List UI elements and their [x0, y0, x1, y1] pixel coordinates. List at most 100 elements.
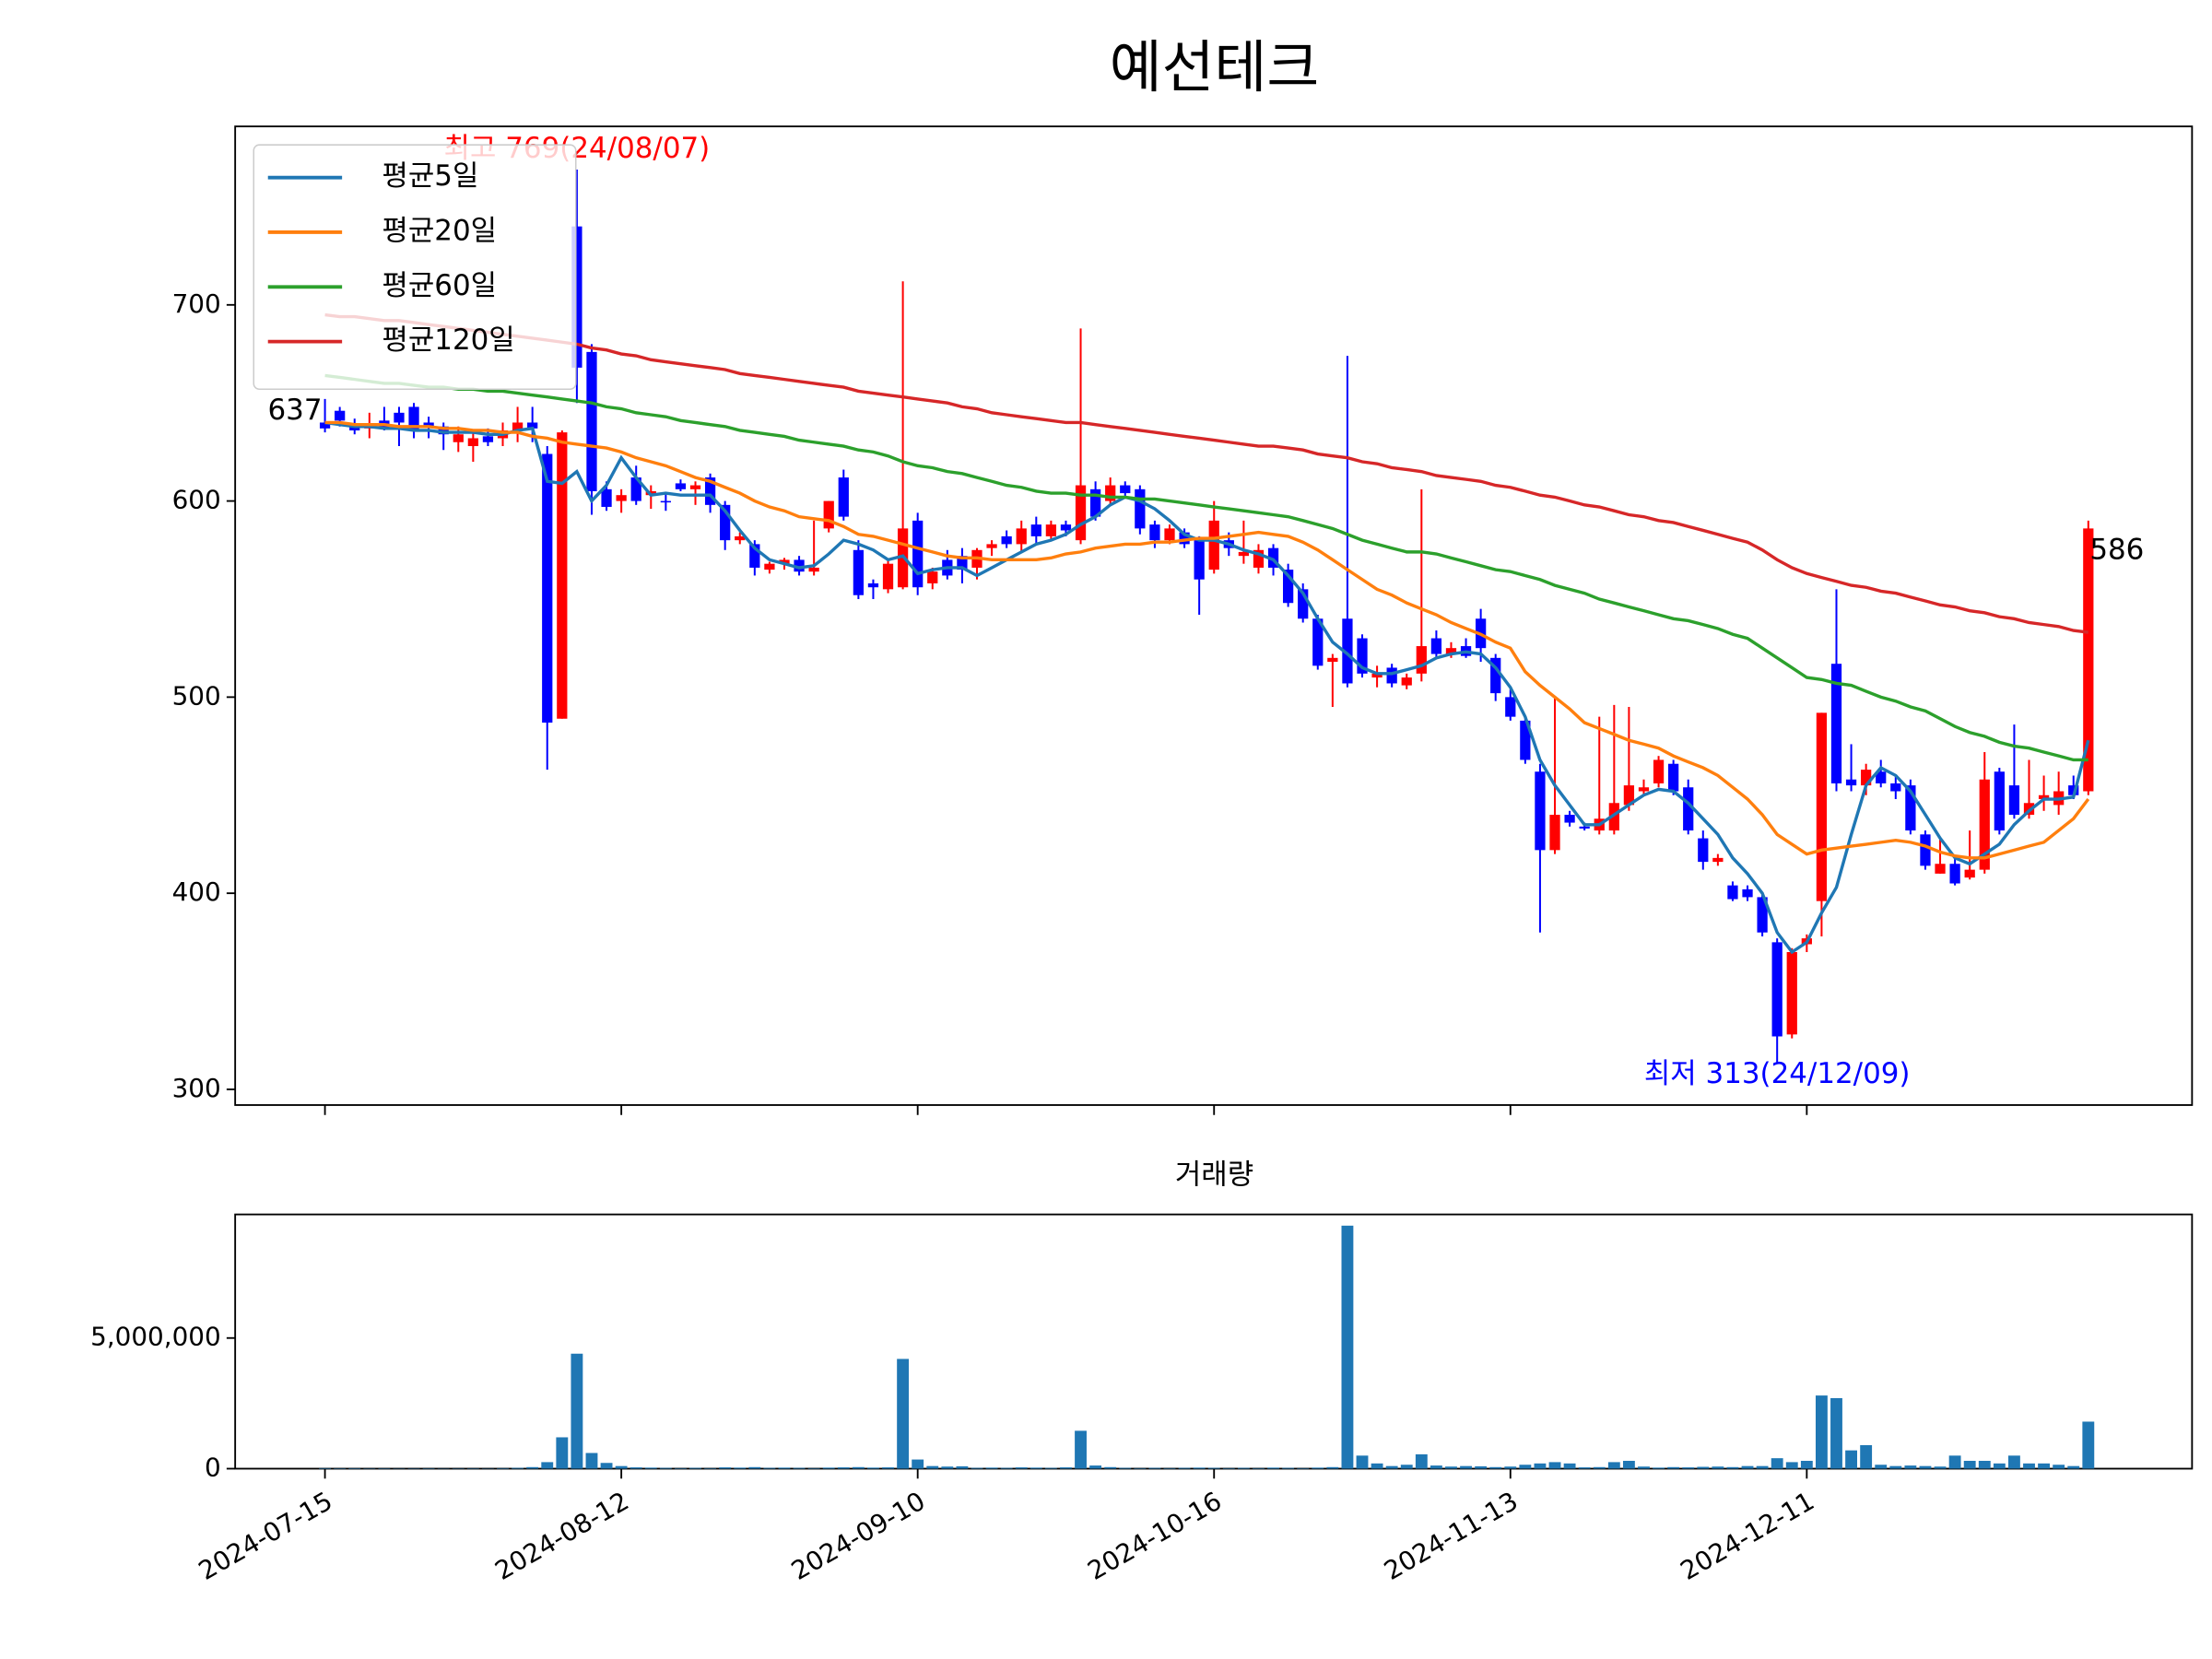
- volume-bar: [985, 1467, 998, 1469]
- moving-average-line: [324, 420, 2090, 955]
- candle-body: [438, 426, 449, 435]
- candle-body: [1045, 524, 1057, 536]
- volume-bar: [1356, 1455, 1369, 1469]
- volume-bar: [512, 1467, 524, 1469]
- candle-body: [1430, 638, 1442, 654]
- volume-bar: [1267, 1467, 1279, 1469]
- volume-bar: [348, 1467, 361, 1469]
- candle-body: [838, 477, 849, 517]
- volume-bar: [1682, 1467, 1695, 1469]
- volume-bar: [1193, 1467, 1206, 1469]
- candle-body: [571, 226, 582, 368]
- volume-bar: [837, 1467, 850, 1469]
- candle-body: [1949, 864, 1960, 884]
- candle-body: [349, 426, 360, 430]
- volume-bar: [1119, 1467, 1132, 1469]
- volume-bar: [1978, 1460, 1991, 1469]
- volume-bar: [1297, 1467, 1310, 1469]
- candle-body: [1505, 697, 1516, 717]
- volume-bar: [556, 1437, 569, 1469]
- moving-average-line: [324, 373, 2088, 762]
- volume-bar: [778, 1467, 791, 1469]
- volume-bar: [1044, 1467, 1057, 1469]
- volume-bar: [1534, 1463, 1547, 1469]
- volume-bar: [2038, 1463, 2051, 1469]
- volume-bar: [1593, 1466, 1606, 1469]
- candle-body: [1979, 779, 1990, 870]
- y-tick-label: 700: [172, 288, 221, 319]
- volume-bar: [941, 1466, 954, 1469]
- volume-bar: [1756, 1465, 1769, 1469]
- candle-body: [853, 549, 865, 595]
- volume-bar: [689, 1467, 701, 1469]
- candle-body: [1579, 826, 1590, 829]
- volume-bar: [1578, 1467, 1591, 1469]
- candle-body: [927, 571, 938, 583]
- candle-body: [1964, 869, 1975, 878]
- volume-bar: [1371, 1463, 1383, 1469]
- candle-body: [1357, 638, 1368, 674]
- volume-bar: [1800, 1460, 1813, 1469]
- legend-box: [253, 144, 577, 391]
- volume-bar: [1993, 1463, 2006, 1469]
- volume-bar: [1148, 1467, 1161, 1469]
- volume-bar: [1785, 1462, 1798, 1469]
- candle-body: [1653, 759, 1665, 783]
- candle-body: [1727, 885, 1738, 900]
- y-tick-label: 600: [172, 485, 221, 515]
- y-tick-label: 300: [172, 1073, 221, 1103]
- candle-body: [542, 453, 553, 724]
- volume-bar: [2007, 1455, 2020, 1469]
- candle-body: [601, 488, 612, 507]
- volume-bar: [1030, 1467, 1042, 1469]
- candle-body: [704, 477, 716, 505]
- candle-body: [1905, 785, 1916, 831]
- volume-bar: [2053, 1465, 2065, 1469]
- moving-average-line: [324, 312, 2088, 634]
- volume-bar: [1667, 1466, 1680, 1469]
- volume-bar: [1845, 1450, 1857, 1469]
- x-tick-label: 2024-11-13: [1379, 1486, 1524, 1586]
- y-tick-label: 500: [172, 680, 221, 711]
- candle-body: [408, 406, 419, 430]
- volume-bar: [615, 1465, 628, 1469]
- volume-bar: [1489, 1466, 1502, 1469]
- volume-bar: [956, 1465, 969, 1469]
- volume-bar: [1060, 1467, 1072, 1469]
- volume-bar: [763, 1467, 776, 1469]
- annotation: 586: [2089, 534, 2144, 567]
- candle-body: [660, 500, 671, 503]
- candle-body: [512, 422, 524, 430]
- volume-bar: [2067, 1465, 2080, 1469]
- volume-bar: [1919, 1465, 1932, 1469]
- candle-body: [335, 410, 346, 421]
- volume-bar: [1312, 1467, 1324, 1469]
- legend-label: 평균120일: [382, 324, 514, 357]
- volume-bar: [1815, 1395, 1828, 1469]
- volume-bar: [1963, 1460, 1976, 1469]
- candle-body: [1608, 803, 1619, 831]
- volume-bar: [1015, 1467, 1028, 1469]
- candle-body: [1342, 618, 1353, 684]
- volume-bar: [822, 1467, 835, 1469]
- candle-body: [808, 567, 819, 572]
- annotation: 637: [267, 394, 322, 427]
- candle-body: [630, 477, 641, 501]
- candle-body: [1623, 785, 1635, 806]
- volume-bar: [1385, 1465, 1398, 1469]
- x-tick-label: 2024-08-12: [489, 1486, 634, 1586]
- y-tick-label: 0: [205, 1453, 221, 1483]
- volume-bar: [926, 1465, 939, 1469]
- candle-body: [1016, 528, 1027, 545]
- volume-bar: [585, 1453, 598, 1469]
- candle-body: [1786, 951, 1797, 1035]
- volume-title: 거래량: [1175, 1159, 1253, 1192]
- volume-bar: [1222, 1467, 1235, 1469]
- volume-bar: [807, 1467, 820, 1469]
- volume-bar: [1089, 1465, 1102, 1469]
- candle-body: [1327, 657, 1338, 663]
- volume-bar: [675, 1467, 687, 1469]
- volume-bar: [1653, 1467, 1665, 1469]
- volume-bar: [912, 1459, 924, 1469]
- candle-body: [764, 563, 775, 571]
